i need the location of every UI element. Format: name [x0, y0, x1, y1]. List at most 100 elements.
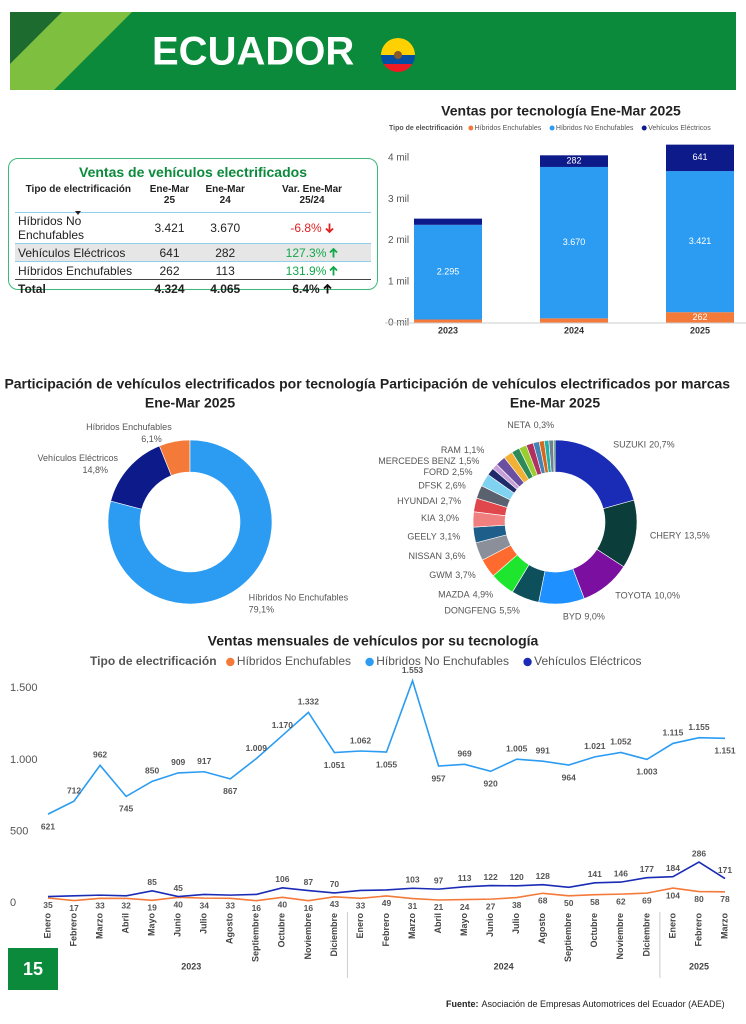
- cell-text: 262: [159, 263, 180, 278]
- cell-text: Vehículos Eléctricos: [18, 245, 126, 260]
- legend: Tipo de electrificación Híbridos Enchufab…: [389, 125, 711, 132]
- column-header: Ene-Mar 25: [149, 184, 190, 206]
- bar-value-label: 3.421: [689, 236, 712, 246]
- sort-icon: [75, 211, 81, 215]
- slice-value-label: 0,3%: [534, 420, 555, 430]
- x-tick-label: Abril: [120, 913, 130, 934]
- point-value-label: 177: [640, 864, 654, 874]
- bar-value-label: 282: [566, 156, 581, 166]
- slice-name: TOYOTA: [615, 591, 651, 601]
- slice-value-label: 1,1%: [464, 445, 485, 455]
- slice-name: NETA: [507, 420, 530, 430]
- group-label: 2023: [181, 961, 201, 971]
- table-row: Total 4.324 4.065 6.4%: [15, 279, 371, 297]
- bar-segment: [540, 155, 608, 167]
- chart-title: Ventas por tecnología Ene-Mar 2025: [441, 103, 681, 119]
- slice-label: RAM 1,1%: [441, 445, 485, 455]
- slice-label: SUZUKI 20,7%: [613, 440, 675, 450]
- point-value-label: 69: [642, 895, 652, 905]
- donut-slice: [110, 445, 172, 510]
- x-tick-label: Abril: [433, 913, 443, 934]
- slice-label: GWM 3,7%: [429, 571, 476, 581]
- point-value-label: 1.155: [688, 722, 710, 732]
- trend-arrow: [323, 283, 332, 293]
- y-tick-label: 500: [10, 825, 28, 837]
- point-value-label: 964: [562, 772, 576, 782]
- legend-swatch: [226, 657, 235, 667]
- slice-value-label: 3,6%: [445, 551, 466, 561]
- point-value-label: 35: [43, 900, 53, 910]
- point-value-label: 58: [590, 897, 600, 907]
- table-cell: Híbridos Enchufables: [15, 261, 142, 280]
- table-cell: 4.324: [141, 279, 198, 297]
- slice-name: DFSK: [418, 481, 442, 491]
- point-value-label: 32: [121, 901, 131, 911]
- cell-text: Híbridos No Enchufables: [18, 214, 85, 242]
- legend-swatch: [641, 125, 647, 131]
- bar-segment: [666, 144, 734, 172]
- slice-label: DONGFENG 5,5%: [444, 606, 520, 616]
- slice-value-label: 4,9%: [473, 590, 494, 600]
- point-value-label: 286: [692, 848, 706, 858]
- bar-value-label: 262: [692, 312, 707, 322]
- table-row: Híbridos No Enchufables 3.421 3.670 -6.8%: [15, 212, 371, 244]
- bar-value-label: 2.295: [437, 267, 460, 277]
- slice-value-label: 2,5%: [452, 467, 473, 477]
- slice-value-label: 2,7%: [441, 496, 462, 506]
- table-cell: 6.4%: [253, 279, 371, 297]
- table-row: Híbridos Enchufables 262 113 131.9%: [15, 261, 371, 280]
- x-tick-label: Febrero: [693, 913, 703, 947]
- chart-title: Ventas mensuales de vehículos por su tec…: [208, 633, 539, 649]
- sales-table-box: Ventas de vehículos electrificados Tipo …: [8, 158, 378, 297]
- slice-value-label: 5,5%: [499, 606, 520, 616]
- x-tick-label: Julio: [199, 913, 209, 935]
- bar-segment: [540, 166, 608, 319]
- slice-value-label: 2,6%: [445, 481, 466, 491]
- series-line: [47, 861, 726, 898]
- slice-name: HYUNDAI: [397, 496, 438, 506]
- point-value-label: 34: [199, 900, 209, 910]
- series-line: [47, 678, 726, 815]
- table-cell: 113: [197, 261, 254, 280]
- slice-value-label: 20,7%: [649, 440, 675, 450]
- slice-value-label: 79,1%: [249, 604, 275, 614]
- x-tick-label: Septiembre: [251, 913, 261, 962]
- page-number-box: [8, 948, 58, 990]
- point-value-label: 1.553: [402, 665, 424, 675]
- donut-slice: [107, 439, 273, 605]
- table-cell: Híbridos No Enchufables: [15, 212, 142, 244]
- legend-title: Tipo de electrificación: [90, 654, 216, 668]
- slice-label: KIA 3,0%: [421, 513, 459, 523]
- x-tick-label: Marzo: [407, 913, 417, 940]
- point-value-label: 17: [69, 903, 79, 913]
- point-value-label: 146: [614, 868, 628, 878]
- y-tick-label: 1.500: [10, 682, 38, 694]
- y-tick-label: 1.000: [10, 754, 38, 766]
- header-banner: ECUADOR: [10, 12, 736, 90]
- table-cell: Vehículos Eléctricos: [15, 243, 142, 262]
- slice-name: SUZUKI: [613, 440, 646, 450]
- y-tick-label: 0: [10, 897, 16, 909]
- x-tick-label: Enero: [42, 913, 52, 939]
- table-cell: 127.3%: [253, 243, 371, 262]
- cell-text: 3.670: [210, 221, 241, 235]
- legend-swatch: [523, 657, 532, 667]
- point-value-label: 712: [67, 785, 81, 795]
- slice-value-label: 3,1%: [440, 532, 461, 542]
- legend-swatch: [549, 125, 555, 131]
- donut-slice: [553, 439, 556, 473]
- table-title: Ventas de vehículos electrificados: [79, 164, 307, 180]
- x-tick-label: Diciembre: [329, 913, 339, 957]
- slice-name: NISSAN: [408, 551, 442, 561]
- x-tick-label: Marzo: [94, 913, 104, 940]
- bar-segment: [414, 224, 482, 320]
- point-value-label: 113: [458, 873, 472, 883]
- x-tick-label: Junio: [485, 912, 495, 937]
- slice-value-label: 3,7%: [455, 571, 476, 581]
- point-value-label: 1.170: [272, 720, 294, 730]
- page-number: 15: [23, 959, 43, 979]
- slice-label: Híbridos No Enchufables: [249, 592, 349, 602]
- point-value-label: 43: [330, 899, 340, 909]
- slice-name: BYD: [563, 612, 582, 622]
